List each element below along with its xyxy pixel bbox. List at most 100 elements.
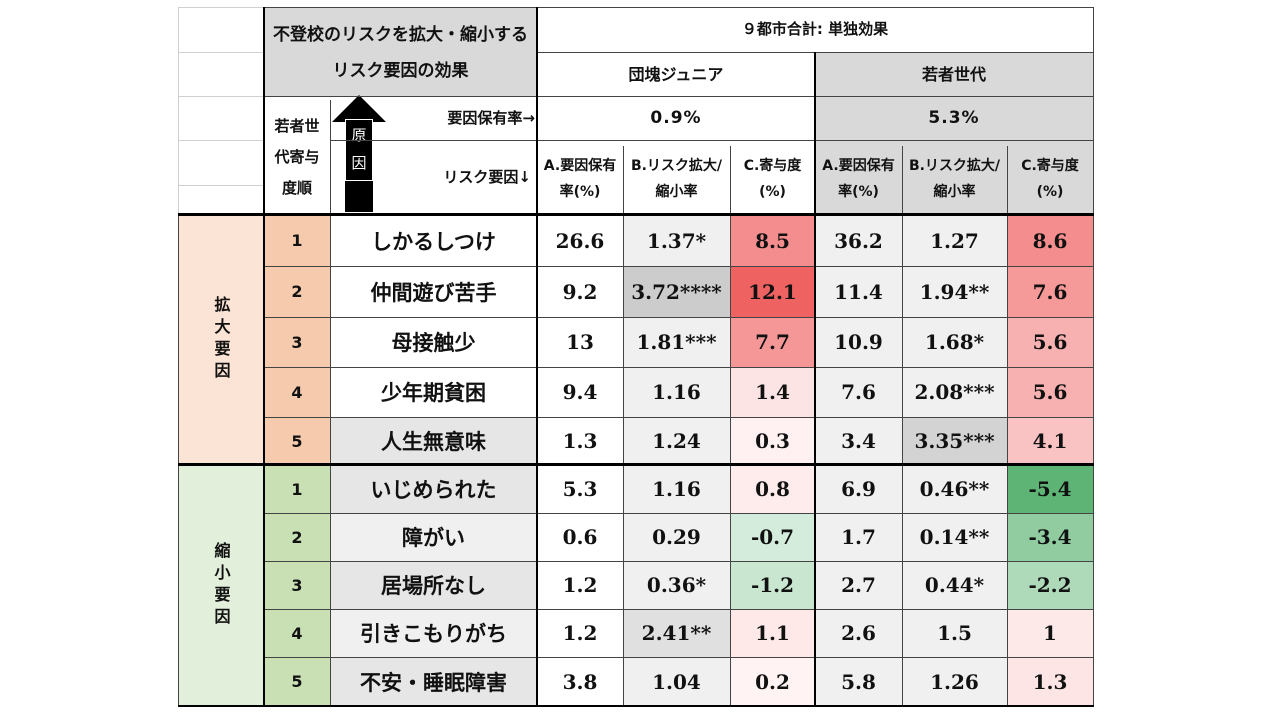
section-label: 拡大要因 bbox=[178, 215, 264, 465]
table-gridline bbox=[1007, 215, 1008, 706]
cell-b-youth: 1.27 bbox=[902, 215, 1007, 266]
rate-label: 要因保有率→ bbox=[447, 108, 535, 127]
title-bg bbox=[264, 7, 537, 96]
row-rank: 4 bbox=[264, 609, 330, 657]
table-gridline bbox=[178, 140, 264, 141]
cell-a-youth: 3.4 bbox=[815, 417, 902, 465]
table-gridline bbox=[264, 417, 1093, 418]
table-gridline bbox=[330, 140, 537, 141]
cell-a-youth: 36.2 bbox=[815, 215, 902, 266]
row-rank: 5 bbox=[264, 657, 330, 706]
col-b-youth: B.リスク拡大/縮小率 bbox=[908, 158, 1001, 200]
table-gridline bbox=[330, 215, 331, 706]
cell-a-dankai: 0.6 bbox=[537, 513, 623, 561]
cell-c-youth: 4.1 bbox=[1007, 417, 1093, 465]
cell-c-youth: 8.6 bbox=[1007, 215, 1093, 266]
table-gridline bbox=[730, 146, 731, 215]
table-gridline bbox=[264, 96, 537, 97]
cell-b-dankai: 1.24 bbox=[623, 417, 730, 465]
cell-b-youth: 1.68* bbox=[902, 317, 1007, 367]
table-gridline bbox=[623, 215, 624, 706]
cell-a-dankai: 3.8 bbox=[537, 657, 623, 706]
table-gridline bbox=[902, 146, 903, 215]
page-title: 不登校のリスクを拡大・縮小するリスク要因の効果 bbox=[273, 25, 528, 81]
cell-b-dankai: 0.29 bbox=[623, 513, 730, 561]
row-factor-name: 引きこもりがち bbox=[330, 609, 537, 657]
cell-b-youth: 1.5 bbox=[902, 609, 1007, 657]
cell-b-dankai: 1.04 bbox=[623, 657, 730, 706]
cell-a-youth: 10.9 bbox=[815, 317, 902, 367]
cell-c-youth: 5.6 bbox=[1007, 317, 1093, 367]
cell-c-dankai: 0.3 bbox=[730, 417, 815, 465]
cell-c-dankai: 1.4 bbox=[730, 367, 815, 417]
cell-a-dankai: 1.2 bbox=[537, 609, 623, 657]
city-total-header: ９都市合計: 単独効果 bbox=[741, 20, 889, 38]
table-gridline bbox=[178, 7, 264, 8]
section-label: 縮小要因 bbox=[178, 465, 264, 706]
table-gridline bbox=[814, 52, 816, 706]
cell-c-youth: 1.3 bbox=[1007, 657, 1093, 706]
cell-c-youth: 5.6 bbox=[1007, 367, 1093, 417]
risk-label: リスク要因↓ bbox=[443, 168, 531, 186]
cell-a-dankai: 1.3 bbox=[537, 417, 623, 465]
cell-b-youth: 2.08*** bbox=[902, 367, 1007, 417]
cell-c-dankai: 12.1 bbox=[730, 266, 815, 317]
youth-colheads-bg bbox=[815, 140, 1093, 215]
cell-b-dankai: 3.72**** bbox=[623, 266, 730, 317]
cell-a-youth: 6.9 bbox=[815, 465, 902, 513]
row-factor-name: 人生無意味 bbox=[330, 417, 537, 465]
table-gridline bbox=[264, 609, 1093, 610]
table-gridline bbox=[264, 513, 1093, 514]
cell-a-dankai: 13 bbox=[537, 317, 623, 367]
row-factor-name: 不安・睡眠障害 bbox=[330, 657, 537, 706]
cell-a-dankai: 5.3 bbox=[537, 465, 623, 513]
cell-c-dankai: 1.1 bbox=[730, 609, 815, 657]
cell-b-dankai: 1.16 bbox=[623, 367, 730, 417]
cell-b-dankai: 1.37* bbox=[623, 215, 730, 266]
table-gridline bbox=[264, 657, 1093, 658]
col-b-dankai: B.リスク拡大/縮小率 bbox=[630, 158, 723, 200]
cell-c-dankai: 7.7 bbox=[730, 317, 815, 367]
row-rank: 2 bbox=[264, 513, 330, 561]
col-a-dankai: A.要因保有率(%) bbox=[543, 158, 617, 200]
table-gridline bbox=[178, 7, 179, 215]
col-c-youth: C.寄与度(%) bbox=[1021, 158, 1079, 200]
cell-b-dankai: 0.36* bbox=[623, 561, 730, 609]
row-rank: 3 bbox=[264, 317, 330, 367]
row-rank: 4 bbox=[264, 367, 330, 417]
cell-a-youth: 2.6 bbox=[815, 609, 902, 657]
cell-c-youth: 7.6 bbox=[1007, 266, 1093, 317]
table-gridline bbox=[178, 52, 264, 53]
table-gridline bbox=[178, 215, 179, 706]
cell-a-youth: 1.7 bbox=[815, 513, 902, 561]
cell-c-youth: -2.2 bbox=[1007, 561, 1093, 609]
group-name-dankai: 団塊ジュニア bbox=[628, 64, 724, 84]
row-factor-name: 母接触少 bbox=[330, 317, 537, 367]
cell-c-dankai: -1.2 bbox=[730, 561, 815, 609]
cell-b-youth: 0.14** bbox=[902, 513, 1007, 561]
cause-box: 原因 bbox=[345, 119, 373, 181]
table-gridline bbox=[178, 463, 1094, 466]
row-rank: 1 bbox=[264, 465, 330, 513]
cell-b-youth: 1.94** bbox=[902, 266, 1007, 317]
cell-b-youth: 0.44* bbox=[902, 561, 1007, 609]
table-gridline bbox=[1093, 215, 1094, 706]
table-gridline bbox=[264, 7, 1093, 8]
table-gridline bbox=[263, 7, 265, 706]
cell-c-dankai: 8.5 bbox=[730, 215, 815, 266]
cell-a-dankai: 26.6 bbox=[537, 215, 623, 266]
table-gridline bbox=[264, 266, 1093, 267]
table-gridline bbox=[264, 317, 1093, 318]
cell-b-youth: 1.26 bbox=[902, 657, 1007, 706]
cell-c-youth: -3.4 bbox=[1007, 513, 1093, 561]
cell-a-dankai: 9.4 bbox=[537, 367, 623, 417]
table-gridline bbox=[536, 7, 538, 706]
row-factor-name: 居場所なし bbox=[330, 561, 537, 609]
cell-c-youth: 1 bbox=[1007, 609, 1093, 657]
cell-c-youth: -5.4 bbox=[1007, 465, 1093, 513]
table-gridline bbox=[623, 146, 624, 215]
table-gridline bbox=[264, 561, 1093, 562]
row-factor-name: 障がい bbox=[330, 513, 537, 561]
row-factor-name: しかるしつけ bbox=[330, 215, 537, 266]
table-gridline bbox=[178, 705, 1094, 707]
